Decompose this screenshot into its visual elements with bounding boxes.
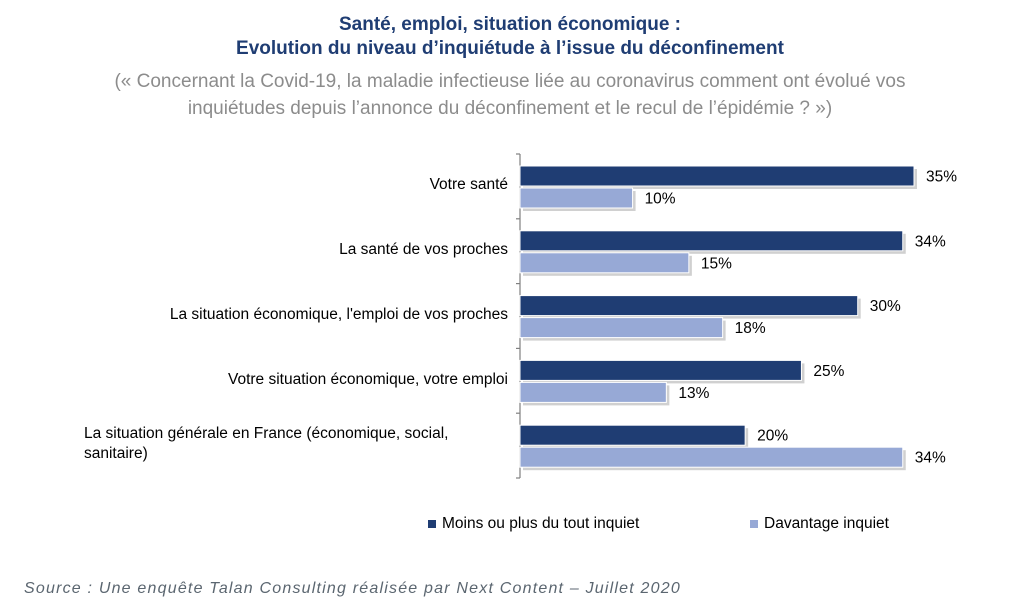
- chart-title-line1: Santé, emploi, situation économique :: [338, 14, 682, 35]
- bar-series1-1: [519, 230, 904, 252]
- source-note: Source : Une enquête Talan Consulting ré…: [24, 580, 681, 597]
- bar-series2-4: [519, 446, 904, 468]
- category-label-2: La situation économique, l'emploi de vos…: [170, 305, 508, 325]
- category-label-3: Votre situation économique, votre emploi: [228, 370, 508, 390]
- category-label-line: Votre situation économique, votre emploi: [227, 370, 508, 388]
- data-label-series2-3: 13%: [678, 385, 709, 402]
- data-label-series2-0: 10%: [645, 191, 676, 208]
- legend-item-series2: Davantage inquiet: [750, 515, 889, 533]
- category-label-line: La santé de vos proches: [339, 241, 508, 259]
- bar-series2-1: [519, 252, 690, 274]
- legend-swatch-series1: [428, 520, 436, 528]
- category-label-line: Votre santé: [429, 176, 508, 194]
- bar-series1-2: [519, 295, 859, 317]
- bar-series1-3: [519, 359, 802, 381]
- data-label-series2-4: 34%: [915, 450, 946, 467]
- legend-item-series1: Moins ou plus du tout inquiet: [428, 515, 639, 533]
- data-label-series2-1: 15%: [701, 255, 732, 272]
- category-label-line: sanitaire): [84, 444, 148, 462]
- bar-series2-0: [519, 187, 634, 209]
- data-label-series2-2: 18%: [735, 320, 766, 337]
- category-label-1: La santé de vos proches: [339, 240, 508, 260]
- survey-question: (« Concernant la Covid-19, la maladie in…: [0, 68, 1020, 122]
- bar-series1-0: [519, 165, 915, 187]
- data-label-series1-0: 35%: [926, 169, 957, 186]
- bar-series2-2: [519, 317, 724, 339]
- survey-question-line1: (« Concernant la Covid-19, la maladie in…: [114, 71, 906, 92]
- data-label-series1-3: 25%: [813, 363, 844, 380]
- bar-series2-3: [519, 381, 667, 403]
- legend-label-series1: Moins ou plus du tout inquiet: [442, 515, 640, 532]
- bar-series1-4: [519, 424, 746, 446]
- legend-swatch-series2: [750, 520, 758, 528]
- chart-title-line2: Evolution du niveau d’inquiétude à l’iss…: [236, 38, 784, 59]
- data-label-series1-1: 34%: [915, 233, 946, 250]
- category-label-4: La situation générale en France (économi…: [84, 424, 448, 464]
- data-label-series1-2: 30%: [870, 298, 901, 315]
- survey-question-line2: inquiétudes depuis l’annonce du déconfin…: [187, 98, 833, 119]
- category-label-line: La situation générale en France (économi…: [84, 424, 449, 442]
- legend-label-series2: Davantage inquiet: [764, 515, 889, 532]
- category-label-0: Votre santé: [430, 175, 508, 195]
- category-label-line: La situation économique, l'emploi de vos…: [169, 306, 508, 323]
- data-label-series1-4: 20%: [757, 428, 788, 445]
